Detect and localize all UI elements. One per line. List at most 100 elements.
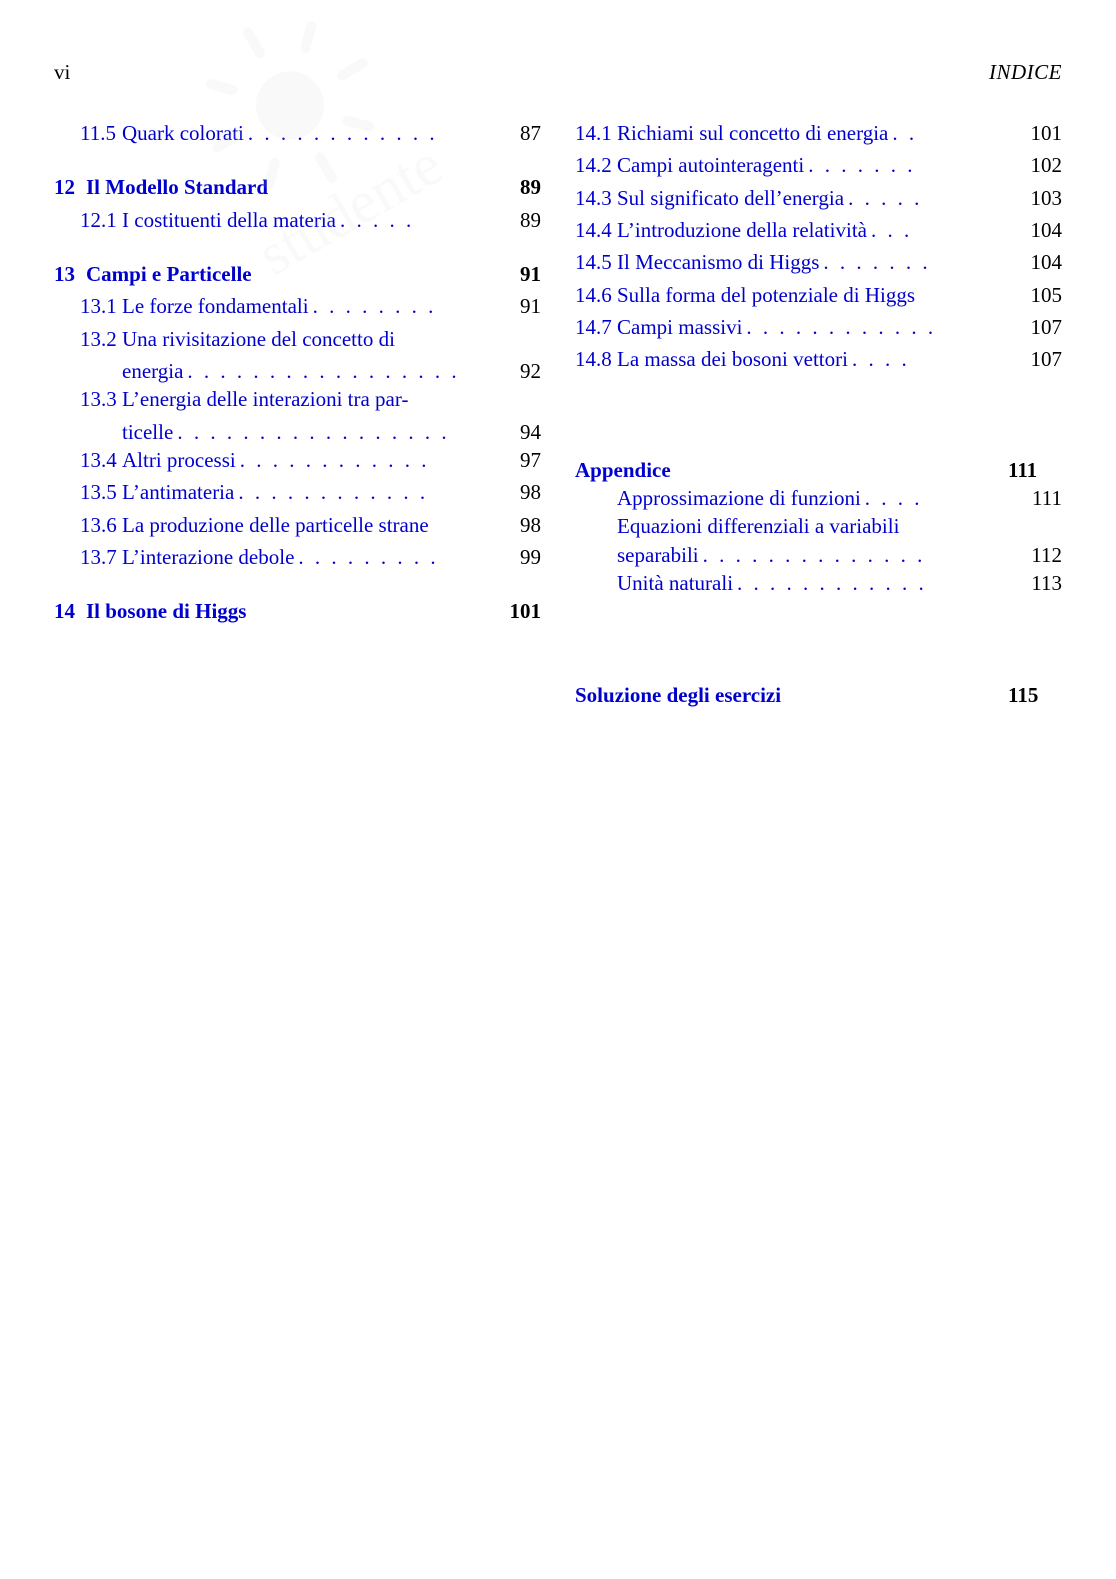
section-page: 87 xyxy=(499,119,541,147)
dot-leader: . . . . . xyxy=(336,206,499,234)
toc-chapter[interactable]: 13 Campi e Particelle 91 xyxy=(54,260,541,288)
toc-entry[interactable]: 14.3 Sul significato dell’energia . . . … xyxy=(575,184,1062,212)
dot-leader: . . . . . . . . . . . . . . . . . xyxy=(173,418,499,446)
dot-leader: . . . . . . . . . . . . xyxy=(234,478,499,506)
section-page: 89 xyxy=(499,206,541,234)
section-page: 104 xyxy=(1020,216,1062,244)
chapter-page: 101 xyxy=(499,597,541,625)
section-title-wrap: energia xyxy=(122,357,183,385)
section-title: Sulla forma del potenziale di Higgs xyxy=(617,281,1020,309)
toc-entry[interactable]: 14.5 Il Meccanismo di Higgs . . . . . . … xyxy=(575,248,1062,276)
section-number: 11.5 xyxy=(80,119,122,147)
section-title: Il Meccanismo di Higgs xyxy=(617,248,819,276)
toc-entry[interactable]: 12.1 I costituenti della materia . . . .… xyxy=(54,206,541,234)
section-number: 13.4 xyxy=(80,446,122,474)
toc-entry[interactable]: 14.8 La massa dei bosoni vettori . . . .… xyxy=(575,345,1062,373)
appendix-title: Appendice xyxy=(575,456,954,484)
section-number: 13.5 xyxy=(80,478,122,506)
section-title: La massa dei bosoni vettori xyxy=(617,345,848,373)
section-number: 14.5 xyxy=(575,248,617,276)
section-number: 13.7 xyxy=(80,543,122,571)
toc-entry[interactable]: 13.7 L’interazione debole . . . . . . . … xyxy=(54,543,541,571)
toc-entry[interactable]: 13.5 L’antimateria . . . . . . . . . . .… xyxy=(54,478,541,506)
section-number: 13.3 xyxy=(80,385,122,413)
section-number: 14.7 xyxy=(575,313,617,341)
toc-entry[interactable]: 13.1 Le forze fondamentali . . . . . . .… xyxy=(54,292,541,320)
section-page: 91 xyxy=(499,292,541,320)
section-title: Altri processi xyxy=(122,446,236,474)
section-page: 105 xyxy=(1020,281,1062,309)
toc-entry[interactable]: 14.4 L’introduzione della relatività . .… xyxy=(575,216,1062,244)
section-title: L’introduzione della relatività xyxy=(617,216,867,244)
chapter-number: 12 xyxy=(54,173,86,201)
chapter-title: Campi e Particelle xyxy=(86,260,499,288)
section-number: 14.1 xyxy=(575,119,617,147)
chapter-number: 13 xyxy=(54,260,86,288)
section-title: Le forze fondamentali xyxy=(122,292,309,320)
dot-leader: . . . xyxy=(867,216,1020,244)
appendix-item-page: 112 xyxy=(1020,541,1062,569)
section-number: 13.2 xyxy=(80,325,122,353)
dot-leader: . . . . . xyxy=(844,184,1020,212)
section-title: La produzione delle particelle strane xyxy=(122,511,499,539)
head-title: INDICE xyxy=(989,60,1062,85)
section-title: Una rivisitazione del concetto di xyxy=(122,325,541,353)
toc-entry-wrap[interactable]: separabili . . . . . . . . . . . . . . 1… xyxy=(617,541,1062,569)
toc-entry-wrap[interactable]: ticelle . . . . . . . . . . . . . . . . … xyxy=(122,418,541,446)
solutions-title: Soluzione degli esercizi xyxy=(575,681,954,709)
toc-entry[interactable]: 13.4 Altri processi . . . . . . . . . . … xyxy=(54,446,541,474)
toc-chapter[interactable]: 12 Il Modello Standard 89 xyxy=(54,173,541,201)
toc-appendix[interactable]: Appendice 111 xyxy=(575,396,1062,484)
dot-leader: . . . . . . . . . . . . xyxy=(244,119,499,147)
toc-entry[interactable]: 14.7 Campi massivi . . . . . . . . . . .… xyxy=(575,313,1062,341)
toc-entry[interactable]: 13.3 L’energia delle interazioni tra par… xyxy=(54,385,541,413)
section-page: 101 xyxy=(1020,119,1062,147)
section-page: 102 xyxy=(1020,151,1062,179)
toc-chapter[interactable]: 14 Il bosone di Higgs 101 xyxy=(54,597,541,625)
toc-entry[interactable]: 14.1 Richiami sul concetto di energia . … xyxy=(575,119,1062,147)
running-head: vi INDICE xyxy=(54,60,1062,85)
section-page: 107 xyxy=(1020,345,1062,373)
toc-entry[interactable]: 14.2 Campi autointeragenti . . . . . . .… xyxy=(575,151,1062,179)
section-title: Quark colorati xyxy=(122,119,244,147)
section-title: L’interazione debole xyxy=(122,543,294,571)
dot-leader: . . . . . . . xyxy=(804,151,1020,179)
toc-entry[interactable]: 13.2 Una rivisitazione del concetto di xyxy=(54,325,541,353)
section-page: 103 xyxy=(1020,184,1062,212)
section-page: 98 xyxy=(499,478,541,506)
dot-leader: . . xyxy=(888,119,1020,147)
toc-entry[interactable]: Equazioni differenziali a variabili xyxy=(617,512,1062,540)
section-title: I costituenti della materia xyxy=(122,206,336,234)
dot-leader: . . . . . . . . . . . . xyxy=(733,569,1020,597)
chapter-number: 14 xyxy=(54,597,86,625)
toc-columns: 11.5 Quark colorati . . . . . . . . . . … xyxy=(54,119,1062,710)
toc-entry[interactable]: 11.5 Quark colorati . . . . . . . . . . … xyxy=(54,119,541,147)
chapter-page: 91 xyxy=(499,260,541,288)
toc-entry[interactable]: Unità naturali . . . . . . . . . . . . 1… xyxy=(617,569,1062,597)
dot-leader: . . . . xyxy=(861,484,1020,512)
section-number: 12.1 xyxy=(80,206,122,234)
toc-entry-wrap[interactable]: energia . . . . . . . . . . . . . . . . … xyxy=(122,357,541,385)
dot-leader: . . . . . . . . . . . . xyxy=(742,313,1020,341)
toc-solutions[interactable]: Soluzione degli esercizi 115 xyxy=(575,621,1062,709)
chapter-title: Il bosone di Higgs xyxy=(86,597,499,625)
section-page: 104 xyxy=(1020,248,1062,276)
toc-entry[interactable]: 13.6 La produzione delle particelle stra… xyxy=(54,511,541,539)
section-number: 14.3 xyxy=(575,184,617,212)
appendix-item-page: 111 xyxy=(1020,484,1062,512)
dot-leader: . . . . xyxy=(848,345,1020,373)
toc-entry[interactable]: Approssimazione di funzioni . . . . 111 xyxy=(617,484,1062,512)
toc-entry[interactable]: 14.6 Sulla forma del potenziale di Higgs… xyxy=(575,281,1062,309)
section-page: 107 xyxy=(1020,313,1062,341)
section-title: Campi massivi xyxy=(617,313,742,341)
right-column: 14.1 Richiami sul concetto di energia . … xyxy=(575,119,1062,710)
dot-leader: . . . . . . . . . . . . . . xyxy=(699,541,1020,569)
section-page: 99 xyxy=(499,543,541,571)
section-number: 14.2 xyxy=(575,151,617,179)
section-page: 98 xyxy=(499,511,541,539)
section-page: 92 xyxy=(499,357,541,385)
section-title: Sul significato dell’energia xyxy=(617,184,844,212)
section-number: 14.4 xyxy=(575,216,617,244)
dot-leader: . . . . . . . . xyxy=(309,292,499,320)
appendix-item-title: Unità naturali xyxy=(617,569,733,597)
